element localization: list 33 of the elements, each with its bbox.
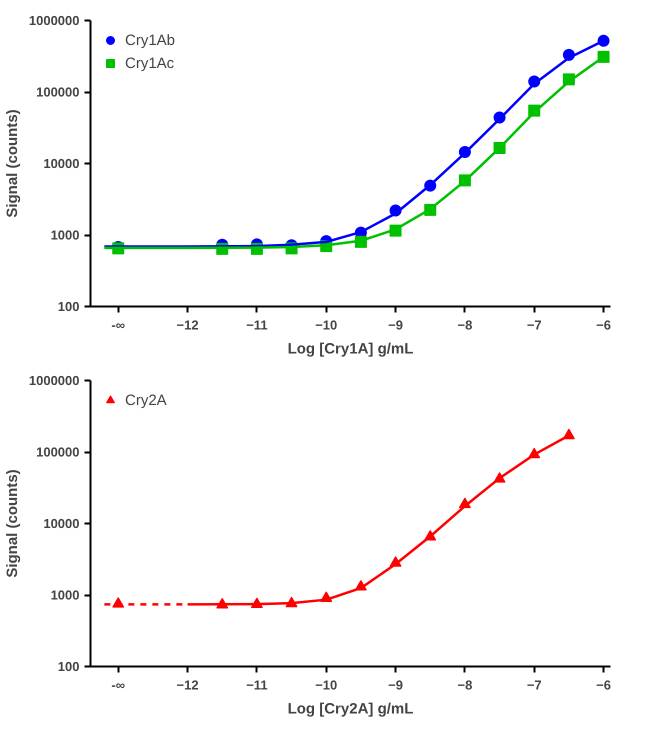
x-tick-label: −6 — [596, 318, 611, 332]
x-tick-label: −7 — [526, 318, 542, 332]
legend-label: Cry2A — [125, 392, 167, 408]
x-tick-label: −7 — [526, 678, 542, 692]
x-tick-label: −11 — [246, 318, 268, 332]
y-tick-label: 10000 — [43, 516, 80, 531]
y-tick-label: 100 — [58, 299, 80, 314]
x-tick-label: −9 — [388, 678, 403, 692]
x-axis-title: Log [Cry1A] g/mL — [288, 340, 414, 358]
y-axis-title: Signal (counts) — [4, 109, 21, 218]
legend-label: Cry1Ab — [125, 32, 176, 48]
x-tick-label: −12 — [176, 318, 199, 332]
y-tick-label: 100000 — [36, 444, 80, 460]
y-tick-label: 100000 — [36, 84, 80, 100]
x-axis-title: Log [Cry2A] g/mL — [288, 700, 414, 718]
y-tick-label: 1000000 — [28, 373, 80, 388]
x-tick-label: −6 — [596, 678, 611, 692]
x-tick-label: −12 — [176, 678, 199, 692]
y-tick-label: 1000 — [50, 588, 80, 602]
y-axis-title: Signal (counts) — [4, 469, 21, 578]
x-tick-label: −11 — [246, 678, 268, 692]
legend-label: Cry1Ac — [125, 54, 174, 72]
x-tick-label: −8 — [457, 318, 472, 332]
x-tick-label: -∞ — [111, 318, 126, 332]
y-tick-label: 100 — [58, 659, 80, 674]
x-tick-label: -∞ — [111, 678, 126, 692]
y-tick-label: 1000000 — [28, 13, 80, 28]
x-tick-label: −10 — [315, 318, 338, 332]
x-tick-label: −9 — [388, 318, 403, 332]
x-tick-label: −8 — [457, 678, 472, 692]
y-tick-label: 10000 — [43, 156, 80, 171]
y-tick-label: 1000 — [50, 228, 80, 242]
x-tick-label: −10 — [315, 678, 338, 692]
